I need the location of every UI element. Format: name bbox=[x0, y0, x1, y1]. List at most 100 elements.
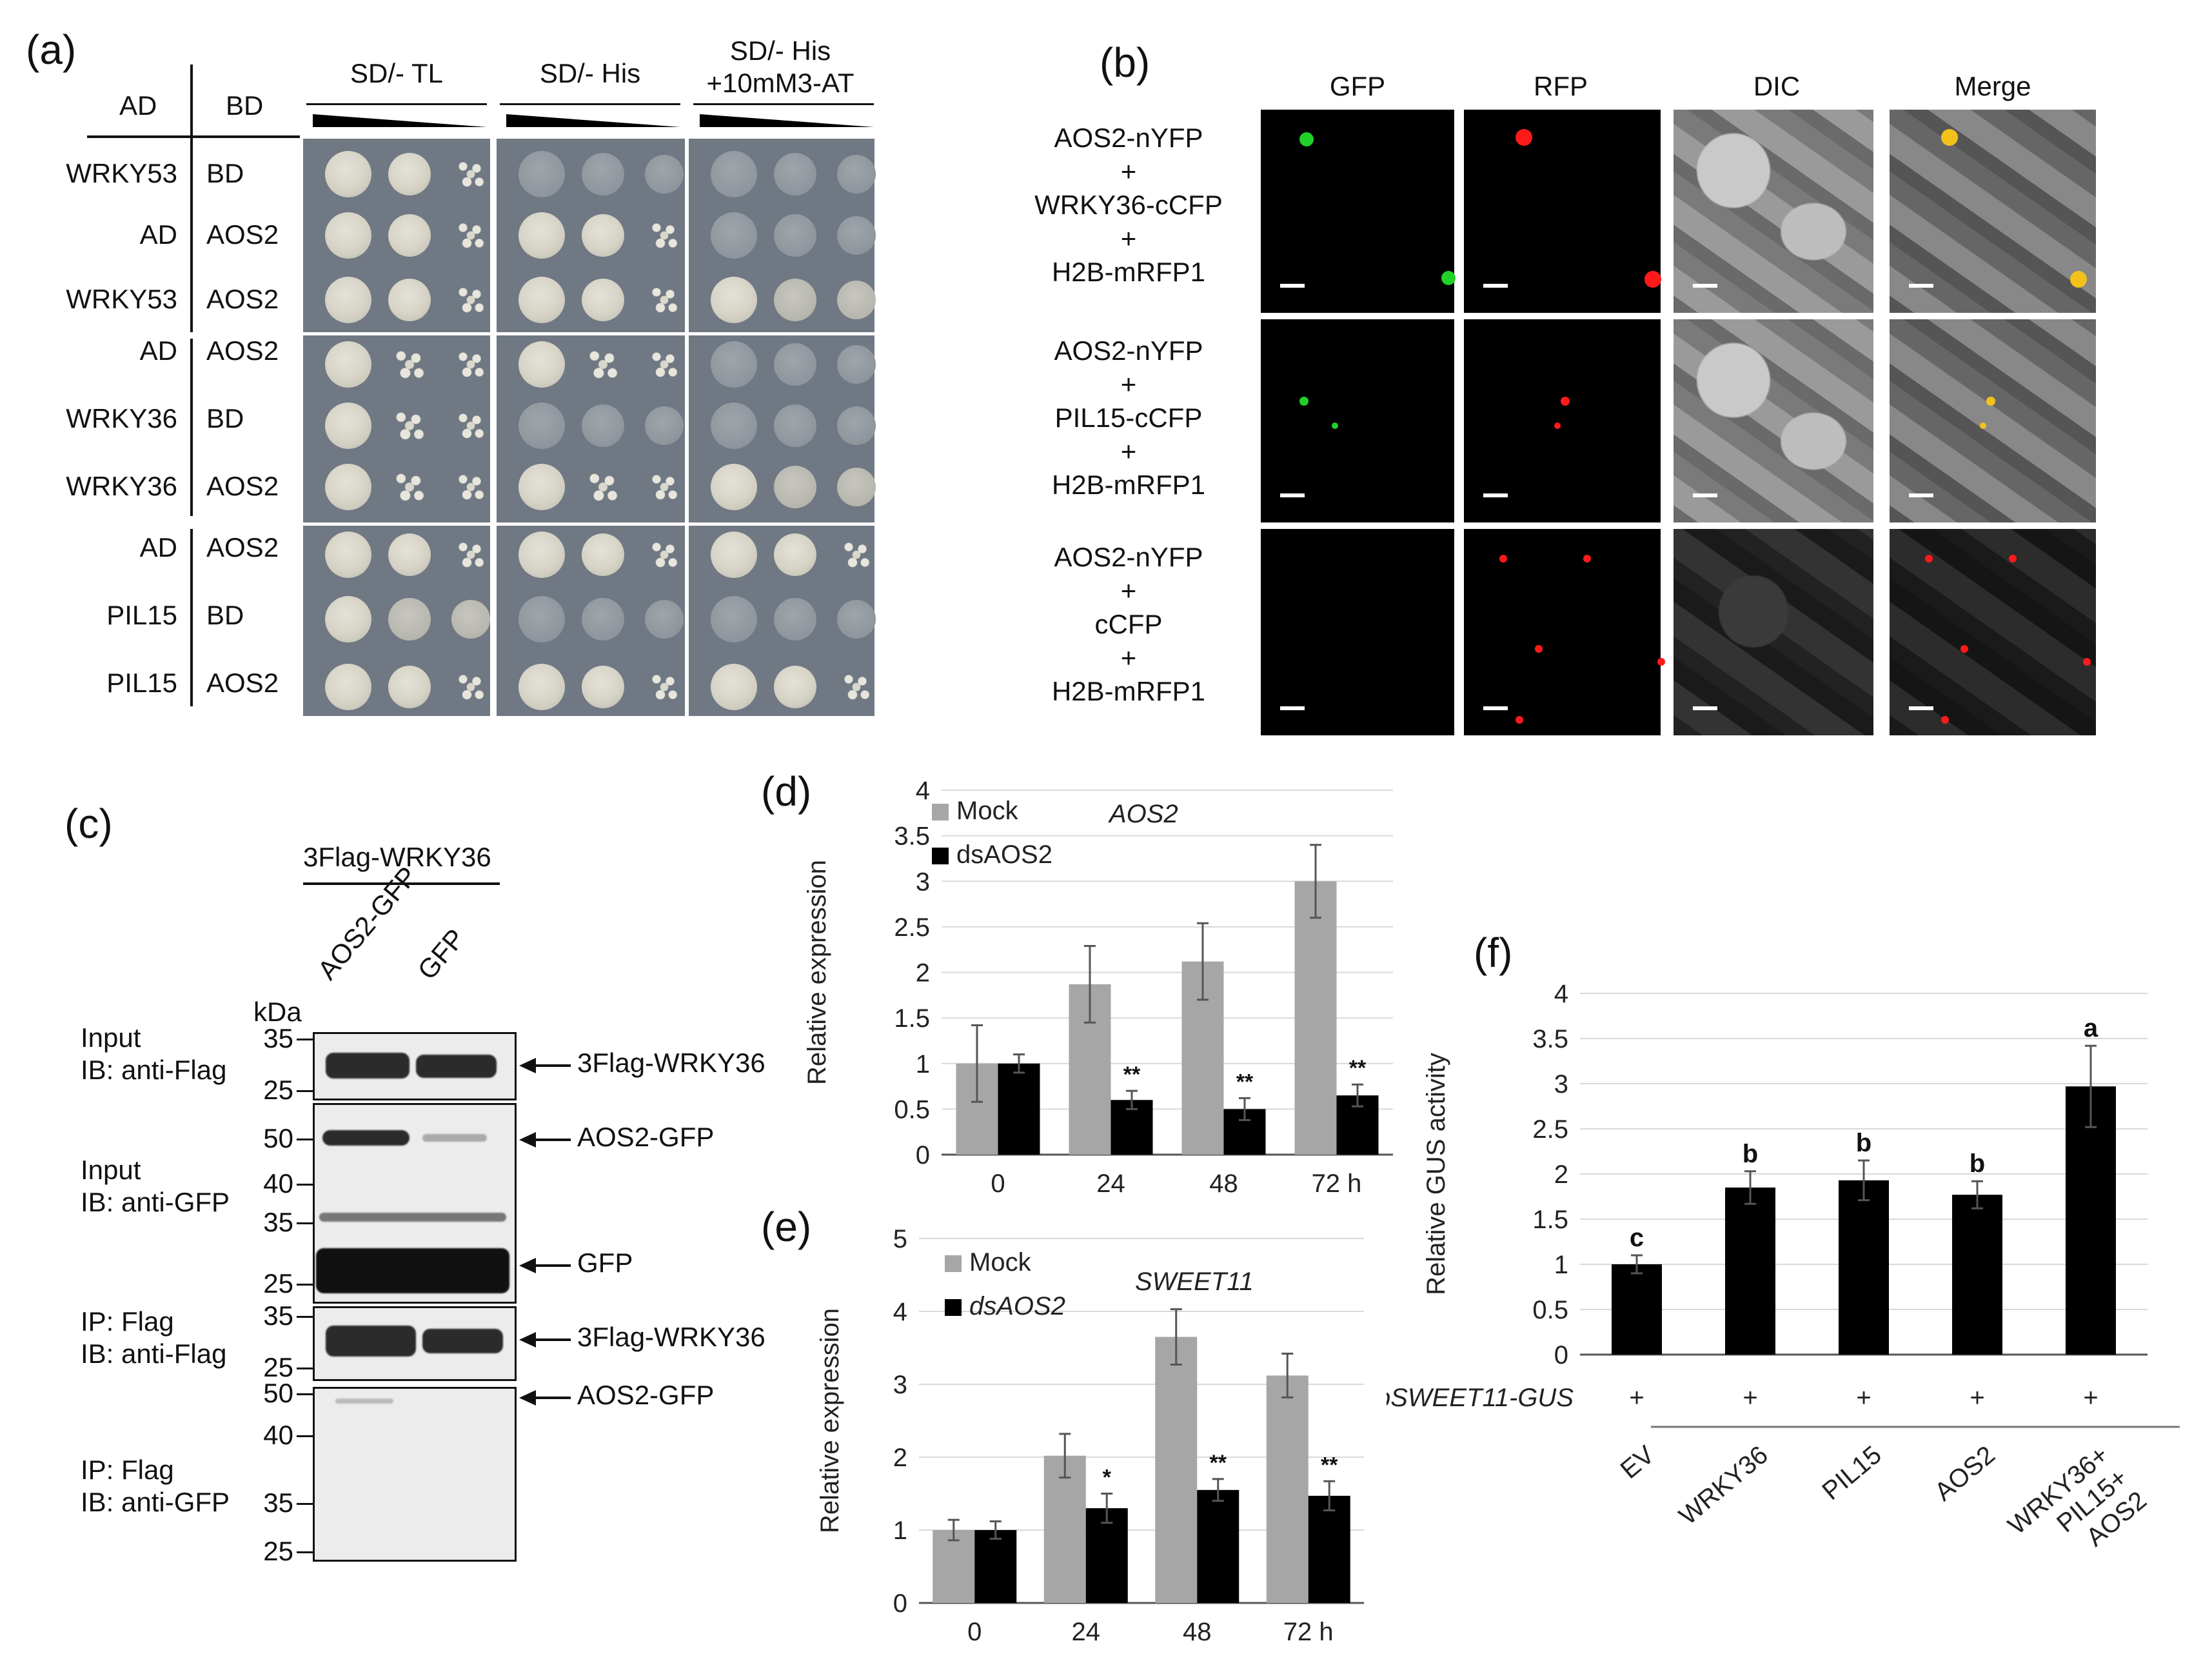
yeast-spot bbox=[837, 281, 876, 319]
yeast-spot bbox=[325, 664, 371, 710]
bait-underline bbox=[303, 882, 500, 885]
micrograph-rfp bbox=[1464, 319, 1661, 522]
protein-band bbox=[422, 1329, 503, 1353]
yeast-spot bbox=[518, 341, 565, 388]
yeast-spot bbox=[774, 598, 816, 641]
construct-label: H2B-mRFP1 bbox=[1051, 676, 1206, 706]
yeast-spot bbox=[451, 668, 490, 706]
chart-f: 0 0.5 1 1.5 2 2.5 3 3.5 4 Relative GUS activity c b… bbox=[1387, 980, 2180, 1552]
yeast-spot bbox=[774, 343, 816, 386]
micrograph-dic bbox=[1674, 529, 1873, 735]
scale-bar bbox=[1693, 706, 1717, 710]
rfp-signal-dot bbox=[1516, 129, 1532, 146]
bar bbox=[974, 1530, 1017, 1603]
y-tick-label: 0 bbox=[1554, 1341, 1568, 1369]
lane-label-gfp: GFP bbox=[411, 923, 471, 986]
yeast-spot bbox=[388, 533, 431, 576]
band-label: GFP bbox=[577, 1248, 633, 1278]
yeast-spot bbox=[837, 600, 876, 639]
row-ad-label: AD bbox=[139, 219, 177, 250]
legend-swatch bbox=[932, 848, 949, 864]
chart-e: 0 1 2 3 4 5 Relative expression 0 * 24 ** 48 ** 72 h M… bbox=[816, 1225, 1364, 1646]
arrowhead-icon bbox=[519, 1132, 536, 1148]
yeast-spot bbox=[325, 596, 371, 642]
y-tick-label: 3.5 bbox=[1532, 1025, 1568, 1053]
mw-marker: 25 bbox=[263, 1075, 293, 1105]
col-header-ad: AD bbox=[119, 90, 157, 121]
yeast-spot bbox=[518, 664, 565, 710]
mw-marker: 25 bbox=[263, 1268, 293, 1298]
y-tick-label: 4 bbox=[893, 1298, 907, 1326]
x-tick-label-group: WRKY36 bbox=[1674, 1440, 1773, 1530]
row-bd-label: BD bbox=[206, 403, 244, 433]
scale-bar bbox=[1280, 493, 1305, 497]
row-bd-label: AOS2 bbox=[206, 471, 279, 501]
bar bbox=[1197, 1489, 1239, 1603]
yeast-spot bbox=[645, 345, 684, 384]
mw-tick bbox=[297, 1503, 313, 1505]
yeast-spot bbox=[837, 535, 876, 574]
y-tick-label: 2 bbox=[1554, 1160, 1568, 1189]
yeast-spot bbox=[645, 668, 684, 706]
y-tick-label: 1.5 bbox=[1532, 1206, 1568, 1234]
panel-f-label: (f) bbox=[1474, 930, 1513, 976]
yeast-spot bbox=[711, 212, 757, 259]
legend-label: dsAOS2 bbox=[969, 1292, 1065, 1320]
media-header-2: SD/- His bbox=[539, 58, 641, 88]
x-tick-label: 0 bbox=[991, 1169, 1005, 1198]
significance-mark: a bbox=[2084, 1014, 2098, 1042]
mw-marker: 35 bbox=[263, 1487, 293, 1518]
gfp-signal-dot bbox=[1299, 397, 1308, 406]
mw-tick bbox=[297, 1222, 313, 1224]
merge-signal-dot bbox=[1941, 716, 1949, 724]
construct-label: WRKY36-cCFP bbox=[1034, 190, 1223, 220]
protein-band bbox=[416, 1055, 497, 1078]
gfp-signal-dot bbox=[1332, 423, 1338, 429]
x-tick-label: 72 h bbox=[1312, 1169, 1362, 1198]
media-underline-3 bbox=[693, 103, 874, 105]
yeast-spot bbox=[325, 151, 371, 197]
mw-tick bbox=[297, 1393, 313, 1395]
construct-label: AOS2-nYFP bbox=[1054, 542, 1203, 572]
merge-signal-dot bbox=[1980, 423, 1986, 429]
merge-signal-dot bbox=[2083, 658, 2091, 666]
y-tick-label: 1.5 bbox=[894, 1004, 930, 1033]
row-ad-label: AD bbox=[139, 335, 177, 366]
rfp-signal-dot bbox=[1583, 555, 1591, 562]
scale-bar bbox=[1693, 284, 1717, 288]
media-header-1: SD/- TL bbox=[350, 58, 443, 88]
micrograph-dic bbox=[1674, 110, 1873, 313]
band-label: AOS2-GFP bbox=[577, 1380, 715, 1410]
y-tick-label: 1 bbox=[1554, 1251, 1568, 1279]
gfp-signal-dot bbox=[1299, 132, 1314, 146]
yeast-spot bbox=[518, 403, 565, 449]
mw-marker: 35 bbox=[263, 1300, 293, 1331]
blot-label-line1: IP: Flag bbox=[81, 1455, 174, 1485]
x-tick-label: 48 bbox=[1183, 1618, 1212, 1646]
band-arrow bbox=[526, 1064, 571, 1067]
media-underline-1 bbox=[306, 103, 487, 105]
legend-label: Mock bbox=[956, 797, 1019, 825]
yeast-spot bbox=[325, 341, 371, 388]
bar bbox=[1294, 881, 1337, 1155]
row-ad-label: WRKY36 bbox=[66, 471, 177, 501]
significance-mark: b bbox=[1743, 1140, 1758, 1168]
scale-bar bbox=[1909, 706, 1933, 710]
panel-c-label: (c) bbox=[64, 801, 113, 847]
yeast-spot bbox=[325, 532, 371, 578]
legend-swatch bbox=[945, 1255, 962, 1272]
merge-signal-dot bbox=[1925, 555, 1933, 562]
bar bbox=[1725, 1188, 1775, 1355]
col-header-rfp: RFP bbox=[1534, 71, 1588, 101]
gfp-signal-dot bbox=[1441, 271, 1456, 285]
yeast-spot bbox=[325, 403, 371, 449]
yeast-spot bbox=[774, 466, 816, 508]
protein-band bbox=[326, 1326, 416, 1357]
col-header-merge: Merge bbox=[1954, 71, 2031, 101]
construct-label: + bbox=[1120, 369, 1137, 399]
bar bbox=[1085, 1508, 1128, 1603]
legend-label: dsAOS2 bbox=[956, 840, 1052, 869]
dilution-wedge-2 bbox=[506, 114, 680, 127]
band-arrow bbox=[526, 1338, 571, 1341]
col-header-dic: DIC bbox=[1753, 71, 1801, 101]
